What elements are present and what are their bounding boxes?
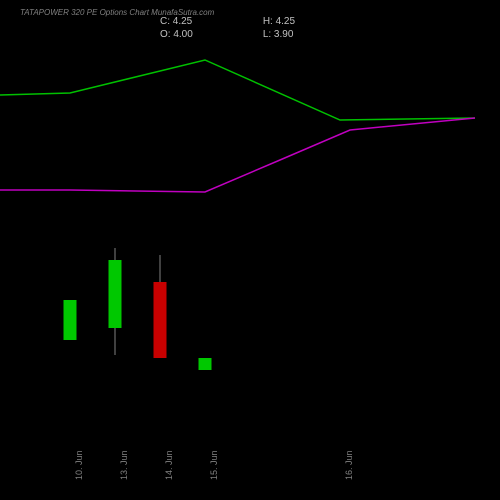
x-axis-label: 16. Jun [344, 450, 354, 480]
x-axis-label: 13. Jun [119, 450, 129, 480]
x-axis-label: 10. Jun [74, 450, 84, 480]
x-axis-labels: 10. Jun 13. Jun 14. Jun 15. Jun 16. Jun [0, 420, 500, 480]
indicator-lines [0, 60, 475, 192]
x-axis-label: 14. Jun [164, 450, 174, 480]
candlesticks [64, 248, 212, 370]
x-axis-label: 15. Jun [209, 450, 219, 480]
